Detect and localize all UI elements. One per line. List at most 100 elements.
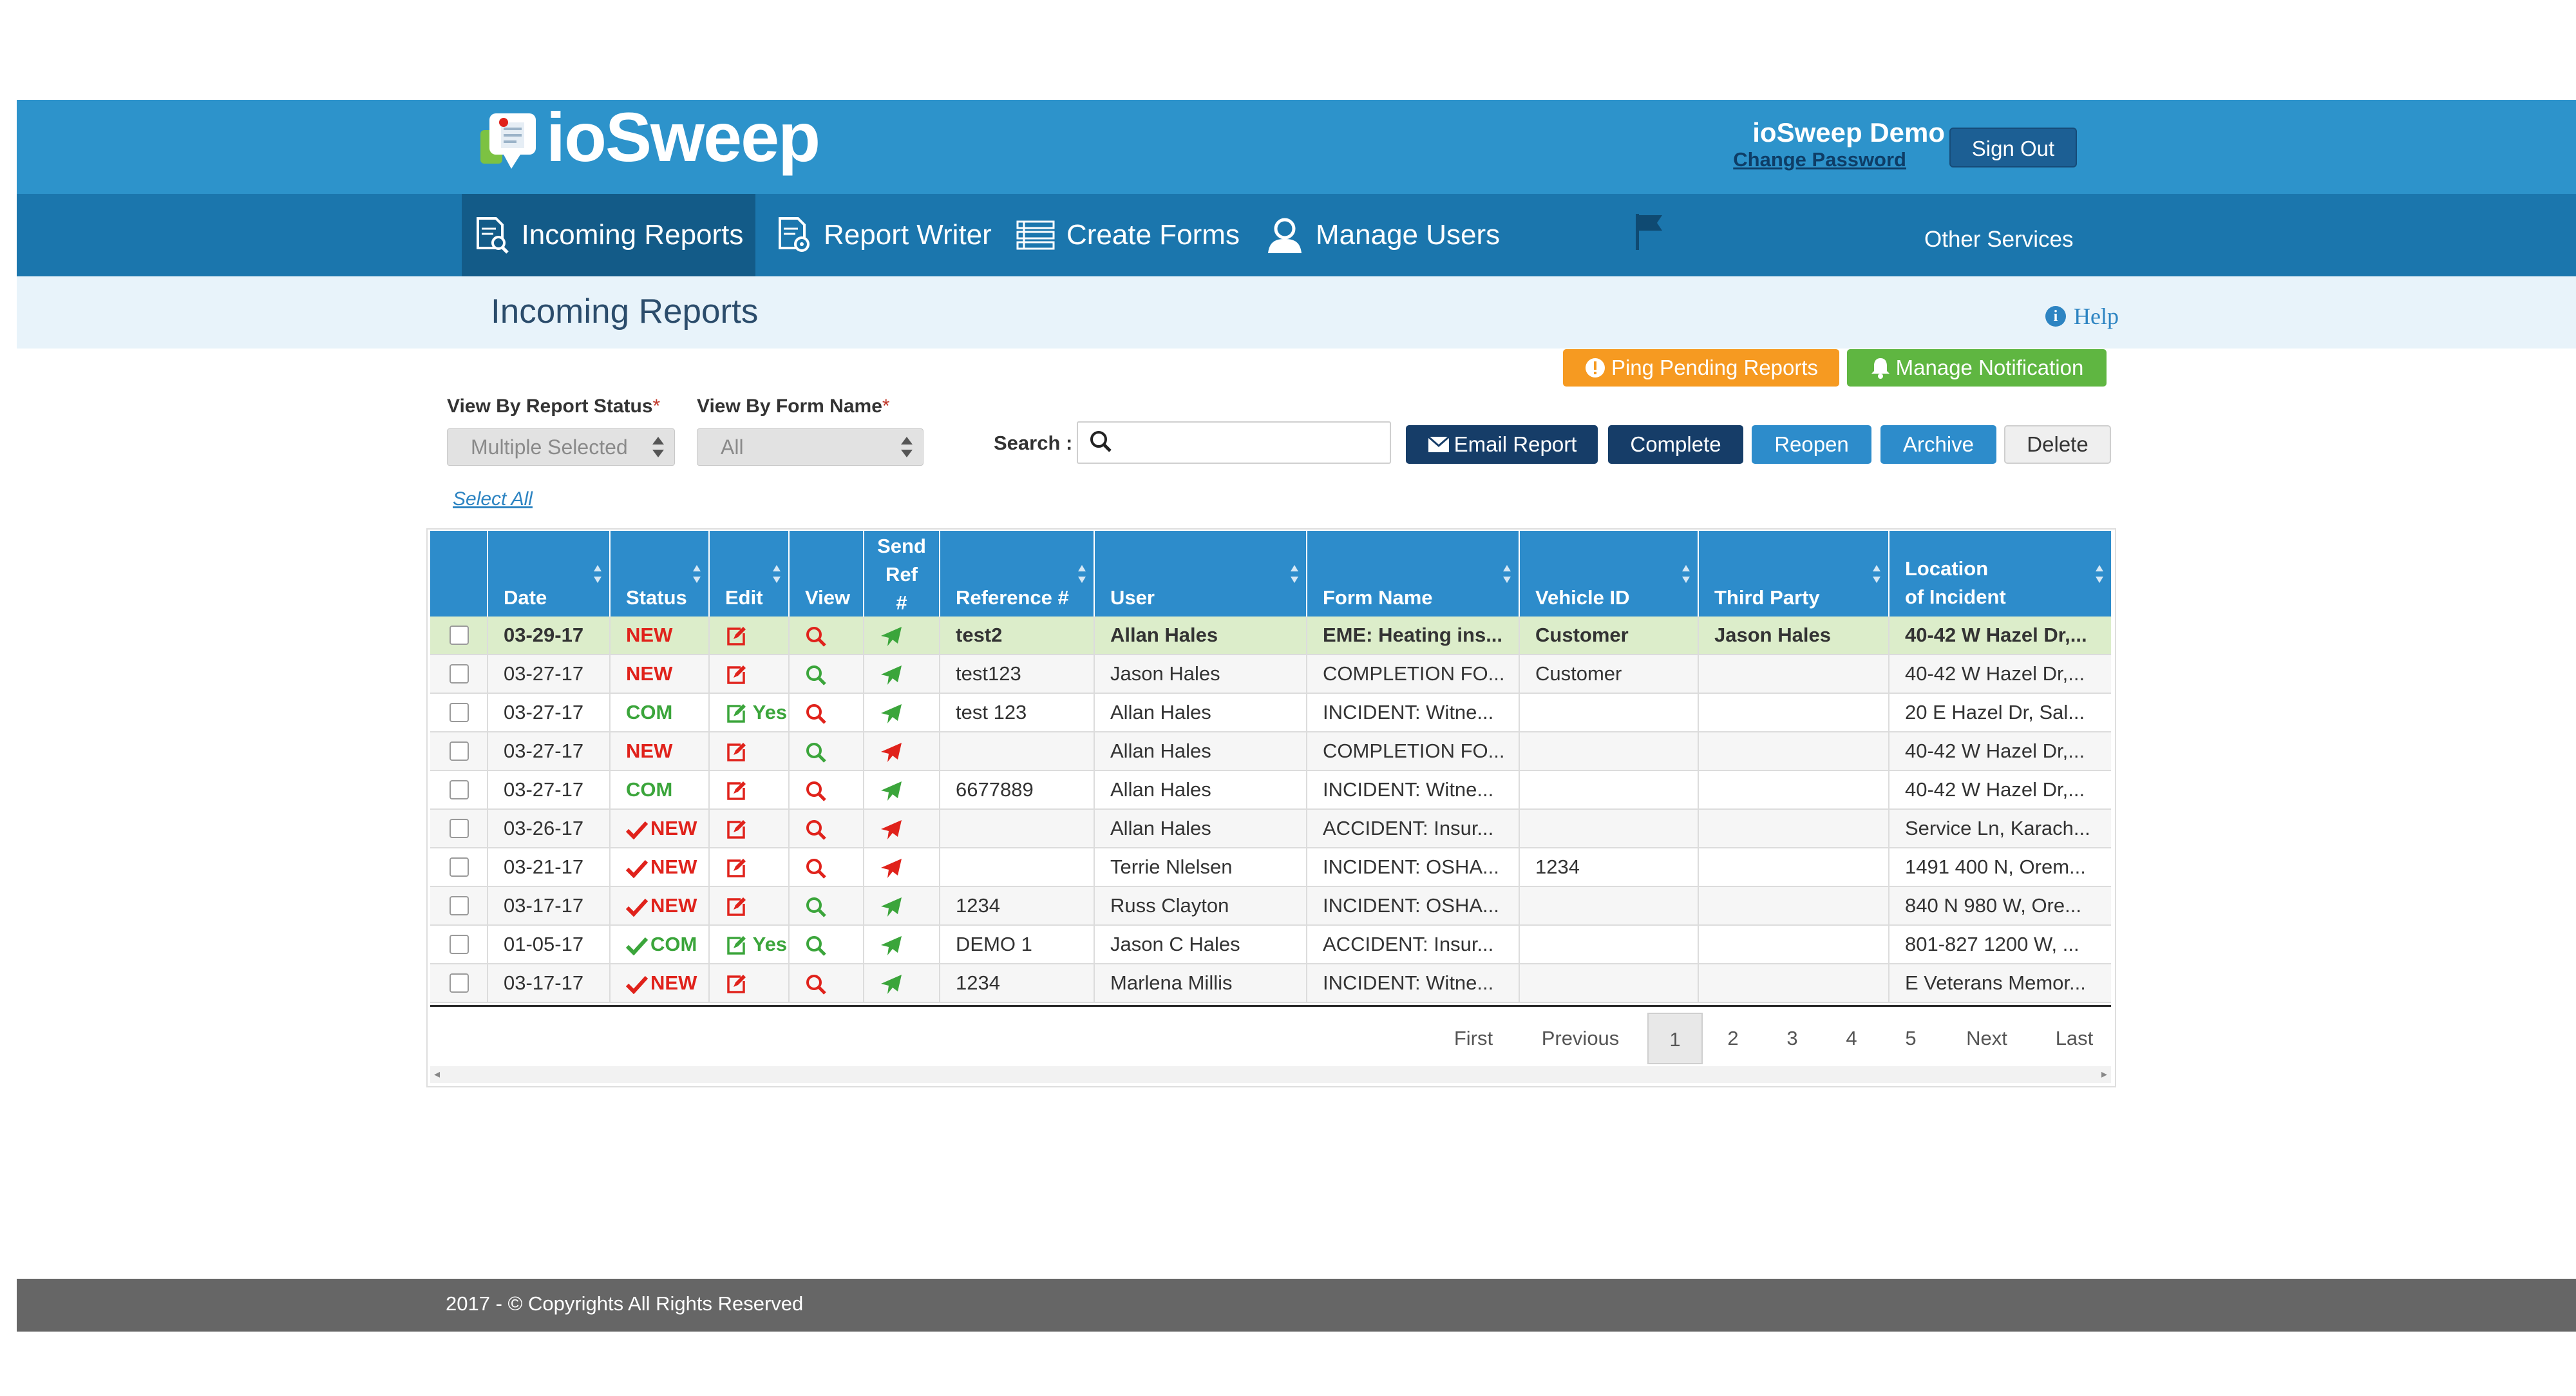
- delete-button[interactable]: Delete: [2004, 425, 2111, 464]
- edit-cell[interactable]: [710, 964, 790, 1002]
- edit-cell[interactable]: Yes: [710, 926, 790, 963]
- pagination-previous[interactable]: Previous: [1541, 1027, 1620, 1049]
- view-cell[interactable]: [790, 694, 864, 731]
- send-ref-cell[interactable]: [864, 810, 940, 847]
- send-ref-cell[interactable]: [864, 887, 940, 924]
- pagination-page-1[interactable]: 1: [1647, 1013, 1703, 1064]
- send-ref-cell[interactable]: [864, 848, 940, 886]
- nav-report-writer[interactable]: Report Writer: [776, 194, 992, 276]
- edit-cell[interactable]: [710, 732, 790, 770]
- row-checkbox[interactable]: [450, 703, 469, 722]
- table-row[interactable]: 03-17-17 NEW 1234 Russ Clayton INCIDENT: OS…: [430, 887, 2111, 926]
- row-checkbox[interactable]: [450, 626, 469, 645]
- cell-form-name: INCIDENT: OSHA...: [1307, 848, 1520, 886]
- column-header-third-party[interactable]: Third Party: [1699, 531, 1889, 617]
- horizontal-scrollbar[interactable]: ◂ ▸: [430, 1066, 2111, 1083]
- view-cell[interactable]: [790, 964, 864, 1002]
- table-row[interactable]: 03-17-17 NEW 1234 Marlena Millis INCIDENT: …: [430, 964, 2111, 1003]
- view-cell[interactable]: [790, 732, 864, 770]
- scroll-right-icon[interactable]: ▸: [2101, 1067, 2107, 1080]
- table-row[interactable]: 03-29-17 NEW test2 Allan Hales EME: Heating…: [430, 617, 2111, 655]
- row-checkbox[interactable]: [450, 973, 469, 993]
- send-ref-cell[interactable]: [864, 964, 940, 1002]
- view-cell[interactable]: [790, 887, 864, 924]
- table-row[interactable]: 01-05-17 COM Yes DEMO 1 Jason C Hales ACCIDE…: [430, 926, 2111, 964]
- manage-notification-button[interactable]: Manage Notification: [1847, 349, 2107, 387]
- email-report-button[interactable]: Email Report: [1406, 425, 1598, 464]
- edit-cell[interactable]: [710, 848, 790, 886]
- row-checkbox[interactable]: [450, 780, 469, 799]
- view-cell[interactable]: [790, 655, 864, 693]
- view-cell[interactable]: [790, 617, 864, 654]
- column-header-status[interactable]: Status: [611, 531, 710, 617]
- view-cell[interactable]: [790, 926, 864, 963]
- row-checkbox[interactable]: [450, 741, 469, 761]
- pagination-page-4[interactable]: 4: [1846, 1027, 1857, 1049]
- search-input[interactable]: [1077, 421, 1391, 464]
- cell-location: E Veterans Memor...: [1905, 971, 2086, 994]
- select-all-link[interactable]: Select All: [453, 488, 533, 510]
- table-row[interactable]: 03-27-17 NEW Allan Hales COMPLETION FO... 4…: [430, 732, 2111, 771]
- column-header-form-name[interactable]: Form Name: [1307, 531, 1520, 617]
- row-checkbox[interactable]: [450, 664, 469, 684]
- change-password-link[interactable]: Change Password: [1733, 148, 1906, 171]
- row-checkbox-cell: [430, 617, 488, 654]
- column-header-date[interactable]: Date: [488, 531, 611, 617]
- pagination-next[interactable]: Next: [1966, 1027, 2007, 1049]
- column-header-vehicle-id[interactable]: Vehicle ID: [1520, 531, 1699, 617]
- send-ref-cell[interactable]: [864, 617, 940, 654]
- table-row[interactable]: 03-26-17 NEW Allan Hales ACCIDENT: Insur..…: [430, 810, 2111, 848]
- view-cell[interactable]: [790, 810, 864, 847]
- send-ref-cell[interactable]: [864, 655, 940, 693]
- edit-cell[interactable]: Yes: [710, 694, 790, 731]
- report-status-select[interactable]: Multiple Selected: [447, 428, 675, 466]
- edit-cell[interactable]: [710, 617, 790, 654]
- send-ref-cell[interactable]: [864, 926, 940, 963]
- sign-out-button[interactable]: Sign Out: [1949, 128, 2077, 167]
- nav-manage-users[interactable]: Manage Users: [1265, 194, 1500, 276]
- nav-create-forms[interactable]: Create Forms: [1016, 194, 1240, 276]
- row-checkbox[interactable]: [450, 896, 469, 915]
- edit-cell[interactable]: [710, 655, 790, 693]
- view-cell[interactable]: [790, 771, 864, 808]
- row-checkbox[interactable]: [450, 935, 469, 954]
- column-header-user[interactable]: User: [1095, 531, 1307, 617]
- send-ref-cell[interactable]: [864, 771, 940, 808]
- pagination-first[interactable]: First: [1454, 1027, 1493, 1049]
- column-header-edit[interactable]: Edit: [710, 531, 790, 617]
- row-checkbox-cell: [430, 964, 488, 1002]
- cell-user: Russ Clayton: [1095, 887, 1307, 924]
- edit-cell[interactable]: [710, 771, 790, 808]
- edit-cell[interactable]: [710, 887, 790, 924]
- table-row[interactable]: 03-27-17 COM 6677889 Allan Hales INCIDENT: …: [430, 771, 2111, 810]
- pagination-last[interactable]: Last: [2055, 1027, 2094, 1049]
- nav-incoming-reports[interactable]: Incoming Reports: [462, 194, 755, 276]
- table-row[interactable]: 03-21-17 NEW Terrie Nlelsen INCIDENT: OSHA…: [430, 848, 2111, 887]
- column-header-label: Form Name: [1323, 586, 1433, 609]
- pagination-page-2[interactable]: 2: [1727, 1027, 1739, 1049]
- other-services-link[interactable]: Other Services: [1924, 227, 2074, 252]
- scroll-left-icon[interactable]: ◂: [434, 1067, 440, 1080]
- send-ref-cell[interactable]: [864, 694, 940, 731]
- form-name-select[interactable]: All: [697, 428, 923, 466]
- table-row[interactable]: 03-27-17 COM Yes test 123 Allan Hales INCIDE…: [430, 694, 2111, 732]
- column-header-location[interactable]: Location of Incident: [1889, 531, 2111, 617]
- row-checkbox[interactable]: [450, 819, 469, 838]
- cell-reference: test2: [940, 617, 1095, 654]
- help-link[interactable]: i Help: [2045, 303, 2119, 330]
- view-cell[interactable]: [790, 848, 864, 886]
- status-cell: NEW: [611, 617, 710, 654]
- edit-cell[interactable]: [710, 810, 790, 847]
- column-header-reference[interactable]: Reference #: [940, 531, 1095, 617]
- send-ref-cell[interactable]: [864, 732, 940, 770]
- pagination-page-3[interactable]: 3: [1786, 1027, 1798, 1049]
- ping-pending-reports-button[interactable]: Ping Pending Reports: [1563, 349, 1839, 387]
- table-row[interactable]: 03-27-17 NEW test123 Jason Hales COMPLETION…: [430, 655, 2111, 694]
- cell-user: Allan Hales: [1095, 810, 1307, 847]
- complete-button[interactable]: Complete: [1608, 425, 1743, 464]
- reopen-button[interactable]: Reopen: [1752, 425, 1871, 464]
- archive-button[interactable]: Archive: [1880, 425, 1996, 464]
- pagination-page-5[interactable]: 5: [1905, 1027, 1917, 1049]
- flag-icon[interactable]: [1633, 213, 1665, 251]
- row-checkbox[interactable]: [450, 857, 469, 877]
